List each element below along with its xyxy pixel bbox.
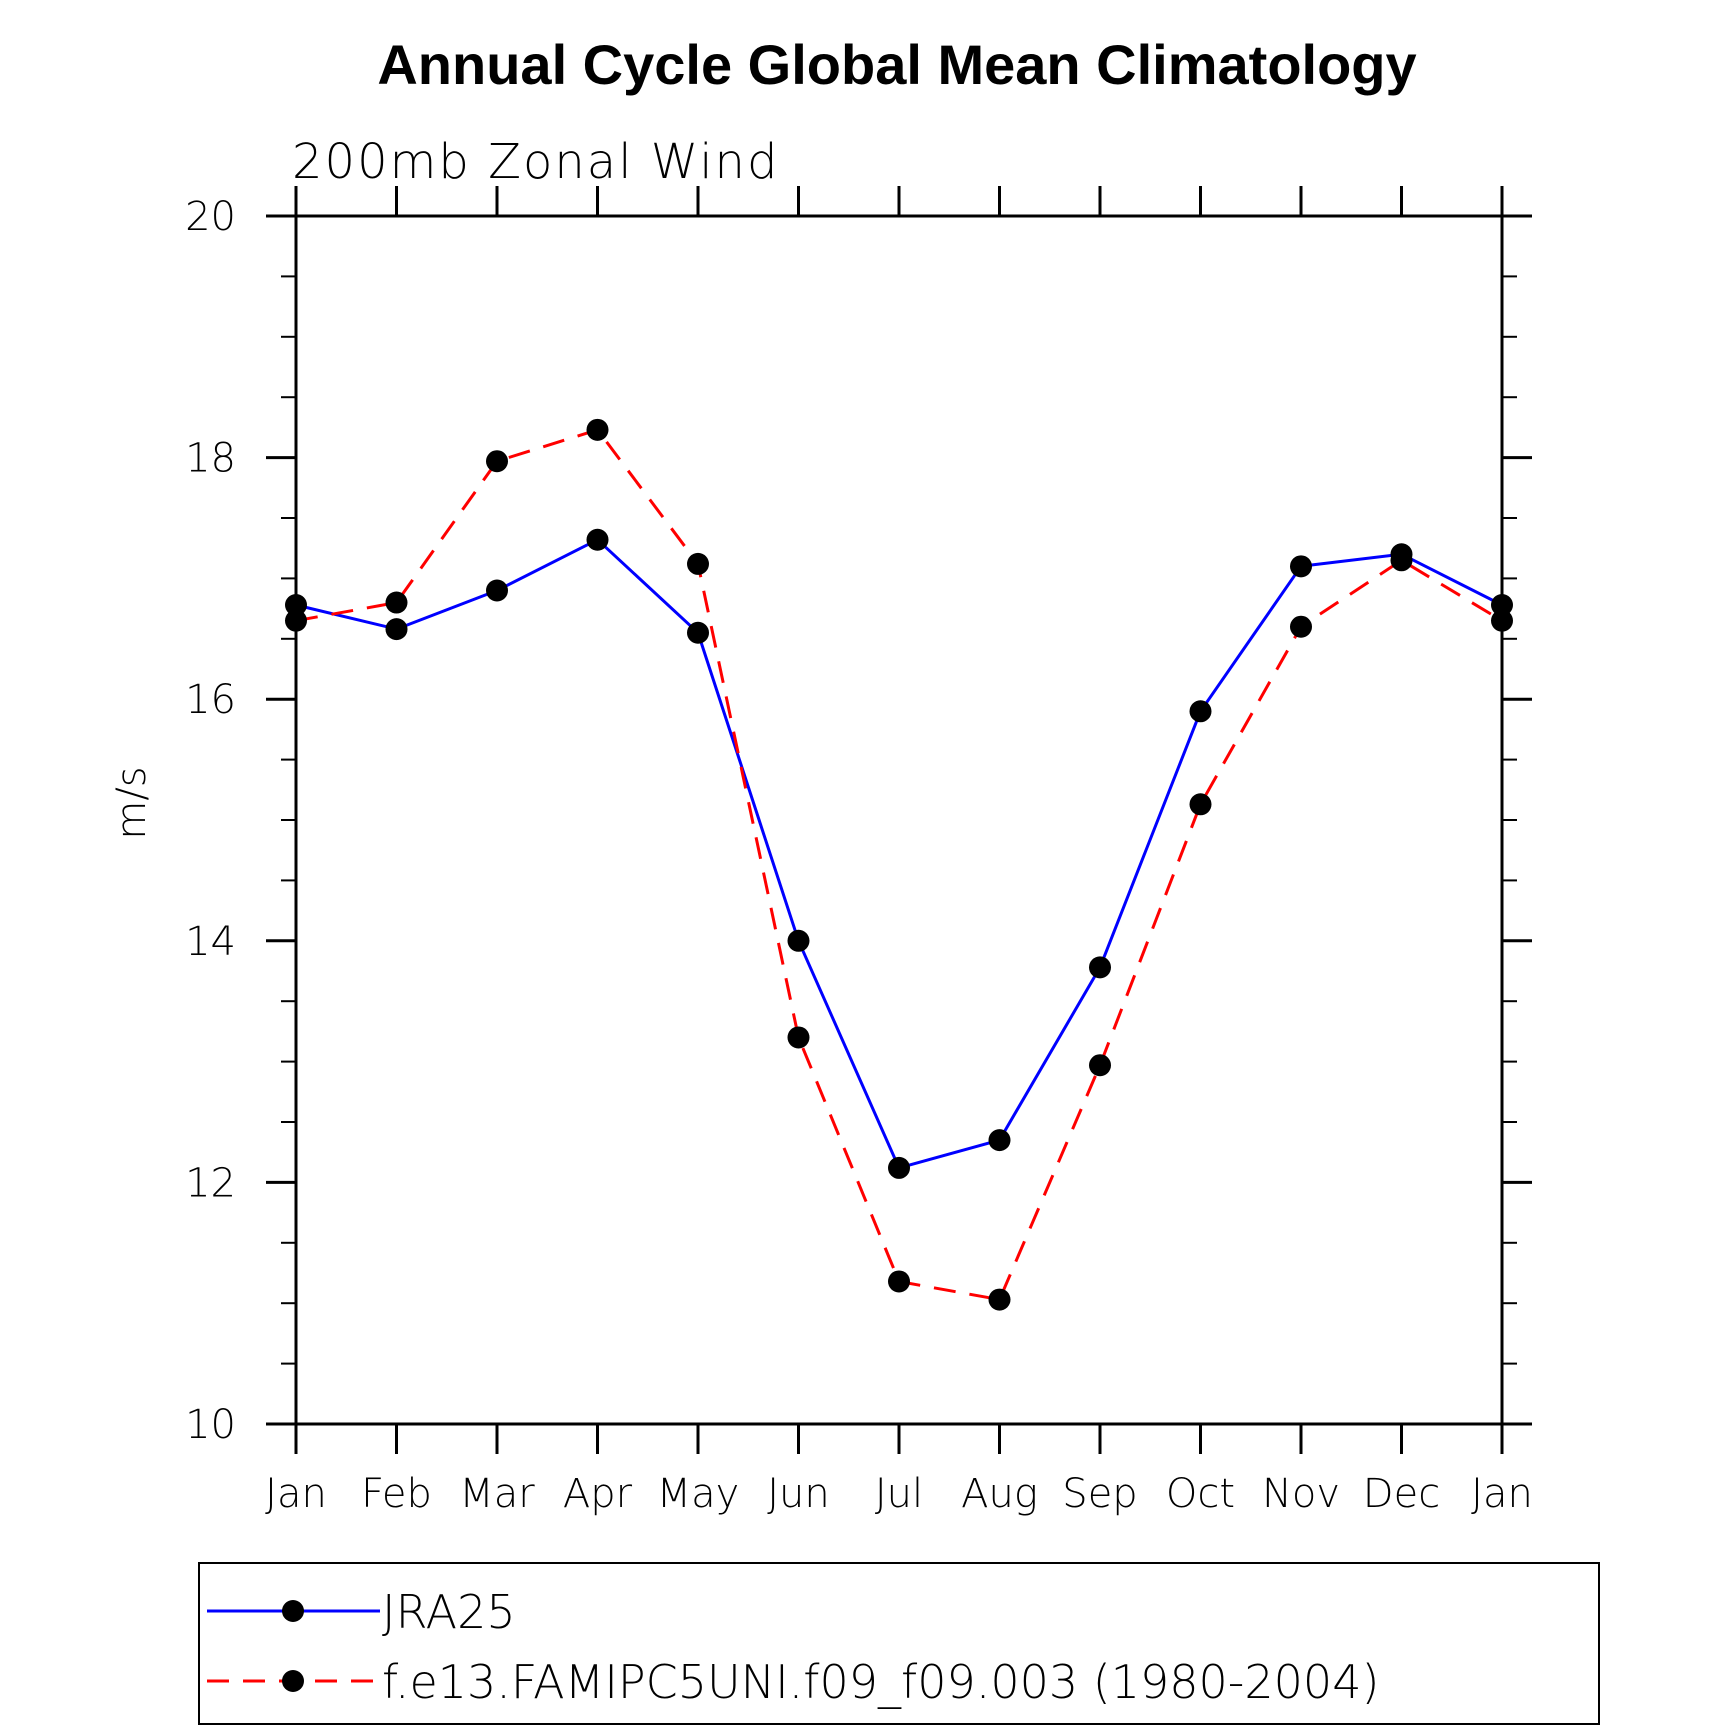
- series-1-point: [1189, 700, 1212, 723]
- x-tick-label: Aug: [961, 1471, 1038, 1517]
- x-tick-label: May: [657, 1471, 740, 1517]
- x-tick-label: Jan: [265, 1471, 327, 1517]
- series-2-point: [1189, 793, 1212, 816]
- legend-marker-2: [282, 1670, 304, 1692]
- legend: JRA25 f.e13.FAMIPC5UNI.f09_f09.003 (1980-…: [198, 1562, 1600, 1725]
- legend-label-2: f.e13.FAMIPC5UNI.f09_f09.003 (1980-2004): [382, 1655, 1379, 1709]
- x-tick-label: Jun: [767, 1471, 830, 1517]
- series-1-point: [888, 1156, 910, 1179]
- y-tick-label: 12: [185, 1160, 236, 1206]
- series-line-1: [295, 538, 1503, 1170]
- y-axis-label: m/s: [109, 766, 155, 839]
- x-tick-label: Mar: [459, 1471, 535, 1517]
- series-1-point: [988, 1129, 1011, 1152]
- axis-ticks: [266, 186, 1532, 1454]
- legend-box: [198, 1562, 1600, 1725]
- chart-subtitle: 200mb Zonal Wind: [292, 134, 779, 190]
- legend-marker-1: [282, 1600, 304, 1622]
- series-1-point: [787, 929, 810, 952]
- x-tick-label: Jul: [875, 1471, 923, 1517]
- series-1-point: [1089, 956, 1111, 979]
- x-tick-label: Nov: [1262, 1471, 1340, 1517]
- legend-label-1: JRA25: [382, 1585, 516, 1639]
- series-2-point: [1089, 1054, 1111, 1077]
- x-tick-label: Jan: [1471, 1471, 1533, 1517]
- series-1-point: [687, 621, 709, 644]
- y-tick-label: 18: [185, 436, 236, 482]
- chart-title: Annual Cycle Global Mean Climatology: [377, 33, 1416, 96]
- series-2-point: [787, 1026, 810, 1049]
- series-1-point: [486, 579, 508, 602]
- y-tick-label: 10: [185, 1402, 236, 1448]
- y-tick-label: 20: [185, 194, 236, 240]
- legend-items: JRA25 f.e13.FAMIPC5UNI.f09_f09.003 (1980-…: [207, 1585, 1379, 1709]
- series-2-point: [1290, 615, 1312, 638]
- y-tick-label: 14: [185, 919, 236, 965]
- y-tick-label: 16: [185, 677, 236, 723]
- series-1-point: [385, 618, 408, 641]
- x-tick-label: Apr: [563, 1471, 633, 1517]
- series-1-point: [586, 528, 609, 551]
- tick-labels: Jan Feb Mar Apr May Jun Jul Aug Sep Oct Nov Dec Jan 1…: [185, 194, 1533, 1517]
- series-2-point: [687, 552, 709, 575]
- plot-frame: [294, 214, 1504, 1426]
- x-tick-label: Feb: [361, 1471, 432, 1517]
- series-2-point: [888, 1270, 910, 1293]
- series-2-point: [988, 1288, 1011, 1311]
- series-layer: [285, 418, 1513, 1311]
- series-1-point: [1290, 555, 1312, 578]
- series-2-point: [586, 418, 609, 441]
- series-2-point: [1390, 549, 1413, 572]
- x-tick-label: Sep: [1062, 1471, 1137, 1517]
- series-2-point: [385, 591, 408, 614]
- x-tick-label: Dec: [1363, 1471, 1440, 1517]
- series-2-point: [486, 450, 508, 473]
- x-tick-label: Oct: [1166, 1471, 1235, 1517]
